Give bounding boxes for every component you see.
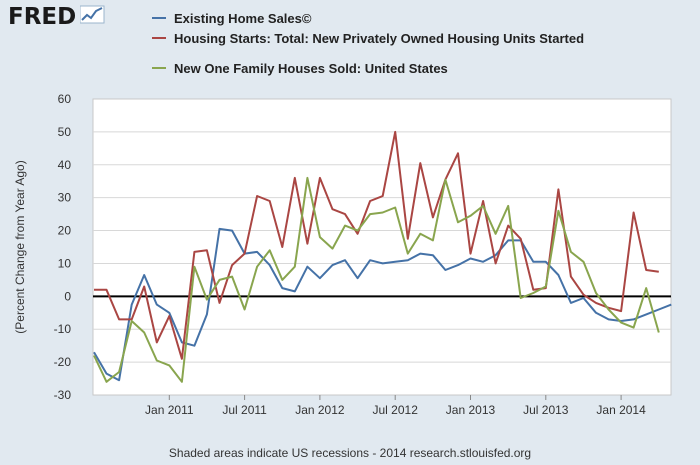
x-tick-label: Jul 2012: [373, 403, 419, 417]
y-tick-label: -30: [54, 388, 72, 402]
series-lines: [93, 130, 672, 383]
y-tick-label: 30: [58, 191, 72, 205]
legend-swatch-existing-home-sales: [152, 17, 166, 19]
y-tick-label: 10: [58, 256, 72, 270]
y-axis: -30 -20 -10 0 10 20 30 40 50 60: [54, 92, 72, 402]
y-tick-label: 60: [58, 92, 72, 106]
legend-swatch-housing-starts: [152, 37, 166, 39]
plot-area: [92, 98, 672, 396]
x-tick-label: Jan 2012: [295, 403, 345, 417]
x-tick-label: Jul 2011: [222, 403, 267, 417]
chart-legend: Existing Home Sales© Housing Starts: Tot…: [152, 8, 584, 78]
legend-label: Existing Home Sales©: [174, 10, 312, 26]
fred-logo[interactable]: FRED: [8, 4, 106, 30]
legend-label: Housing Starts: Total: New Privately Own…: [174, 30, 585, 46]
y-tick-label: 50: [58, 125, 72, 139]
y-tick-label: -10: [54, 322, 72, 336]
x-tick-label: Jan 2014: [596, 403, 646, 417]
footer-note: Shaded areas indicate US recessions - 20…: [168, 446, 532, 460]
y-tick-label: 20: [58, 224, 72, 238]
chart-line-icon: [79, 5, 106, 30]
legend-item[interactable]: New One Family Houses Sold: United State…: [152, 58, 584, 78]
x-tick-label: Jan 2011: [145, 403, 194, 417]
y-tick-label: 40: [58, 158, 72, 172]
series-line-new-one-family-houses-sold-united-states[interactable]: [93, 176, 660, 383]
y-tick-label: -20: [54, 355, 72, 369]
x-tick-label: Jan 2013: [446, 403, 496, 417]
legend-item[interactable]: Housing Starts: Total: New Privately Own…: [152, 28, 584, 48]
legend-swatch-new-houses-sold: [152, 67, 166, 69]
logo-text: FRED: [8, 4, 77, 30]
x-tick-label: Jul 2013: [523, 403, 569, 417]
legend-item[interactable]: Existing Home Sales©: [152, 8, 584, 28]
series-line-existing-home-sales[interactable]: [93, 227, 672, 382]
legend-label: New One Family Houses Sold: United State…: [174, 60, 448, 76]
y-axis-label: (Percent Change from Year Ago): [13, 160, 27, 333]
y-tick-label: 0: [64, 289, 71, 303]
x-axis: Jan 2011 Jul 2011 Jan 2012 Jul 2012 Jan 2013…: [145, 395, 646, 417]
